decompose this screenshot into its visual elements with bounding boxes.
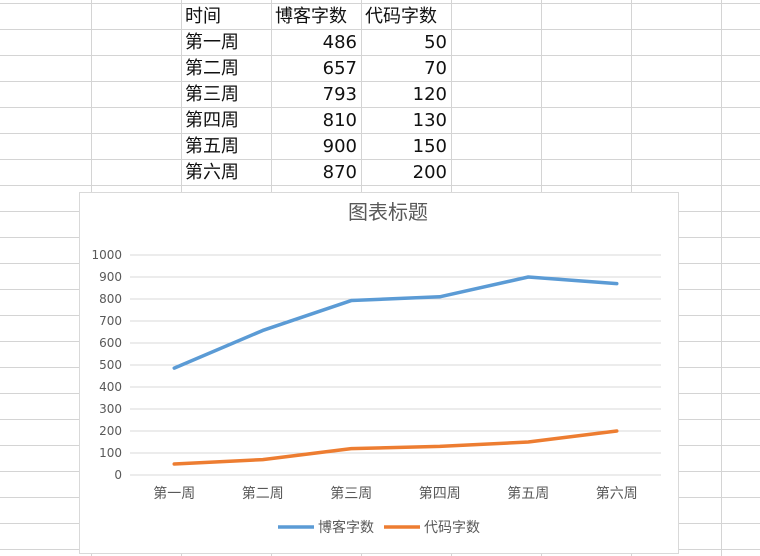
x-tick-label: 第五周: [507, 485, 549, 502]
line-chart[interactable]: 图表标题 0 100 200 300 400 500 600 700 800 900 1000 第一周 第…: [79, 192, 679, 554]
chart-svg: 图表标题 0 100 200 300 400 500 600 700 800 900 1000 第一周 第…: [91, 200, 661, 536]
data-point[interactable]: [172, 366, 176, 370]
cell-week[interactable]: 第二周: [185, 58, 239, 79]
cell-code-count[interactable]: 70: [424, 58, 447, 79]
cell-blog-count[interactable]: 900: [322, 136, 357, 157]
cell-week[interactable]: 第六周: [185, 162, 239, 183]
cell-week[interactable]: 第四周: [185, 110, 239, 131]
data-point[interactable]: [172, 462, 176, 466]
y-tick-label: 600: [99, 336, 122, 350]
y-tick-label: 700: [99, 314, 122, 328]
cell-code-count[interactable]: 200: [412, 162, 447, 183]
cell-code-count[interactable]: 120: [412, 84, 447, 105]
cell-code-count[interactable]: 130: [412, 110, 447, 131]
data-point[interactable]: [526, 440, 530, 444]
x-tick-label: 第一周: [153, 485, 195, 502]
y-tick-label: 800: [99, 292, 122, 306]
y-tick-label: 500: [99, 358, 122, 372]
series-line-1[interactable]: [172, 275, 619, 370]
header-cell-blog[interactable]: 博客字数: [275, 6, 347, 27]
y-tick-label: 400: [99, 380, 122, 394]
y-tick-label: 900: [99, 270, 122, 284]
cell-week[interactable]: 第一周: [185, 32, 239, 53]
cell-blog-count[interactable]: 793: [322, 84, 357, 105]
table-row: 第一周 486 50: [0, 29, 760, 55]
x-tick-label: 第二周: [242, 485, 284, 502]
data-point[interactable]: [349, 299, 353, 303]
cell-code-count[interactable]: 50: [424, 32, 447, 53]
cell-blog-count[interactable]: 486: [322, 32, 357, 53]
cell-blog-count[interactable]: 810: [322, 110, 357, 131]
y-tick-label: 1000: [91, 248, 122, 262]
data-point[interactable]: [261, 458, 265, 462]
x-tick-label: 第六周: [596, 485, 638, 502]
legend-label: 博客字数: [318, 519, 374, 536]
y-tick-label: 100: [99, 446, 122, 460]
y-tick-label: 200: [99, 424, 122, 438]
cell-blog-count[interactable]: 657: [322, 58, 357, 79]
table-row: 第三周 793 120: [0, 81, 760, 107]
cell-week[interactable]: 第五周: [185, 136, 239, 157]
table-row: 第二周 657 70: [0, 55, 760, 81]
legend-label: 代码字数: [424, 520, 480, 536]
data-point[interactable]: [615, 282, 619, 286]
table-row: 第五周 900 150: [0, 133, 760, 159]
cell-week[interactable]: 第三周: [185, 84, 239, 105]
data-point[interactable]: [438, 295, 442, 299]
data-point[interactable]: [349, 447, 353, 451]
table-header-row: 时间 博客字数 代码字数: [0, 3, 760, 29]
x-tick-label: 第四周: [419, 485, 461, 502]
data-point[interactable]: [615, 429, 619, 433]
data-point[interactable]: [261, 328, 265, 332]
x-tick-label: 第三周: [330, 485, 372, 502]
data-point[interactable]: [438, 444, 442, 448]
header-cell-code[interactable]: 代码字数: [365, 6, 437, 27]
y-tick-label: 0: [114, 468, 122, 482]
series-line-2[interactable]: [172, 429, 619, 466]
header-cell-time[interactable]: 时间: [185, 6, 221, 27]
cell-code-count[interactable]: 150: [412, 136, 447, 157]
chart-title: 图表标题: [348, 200, 428, 224]
y-tick-label: 300: [99, 402, 122, 416]
cell-blog-count[interactable]: 870: [322, 162, 357, 183]
table-row: 第六周 870 200: [0, 159, 760, 185]
table-row: 第四周 810 130: [0, 107, 760, 133]
data-point[interactable]: [526, 275, 530, 279]
